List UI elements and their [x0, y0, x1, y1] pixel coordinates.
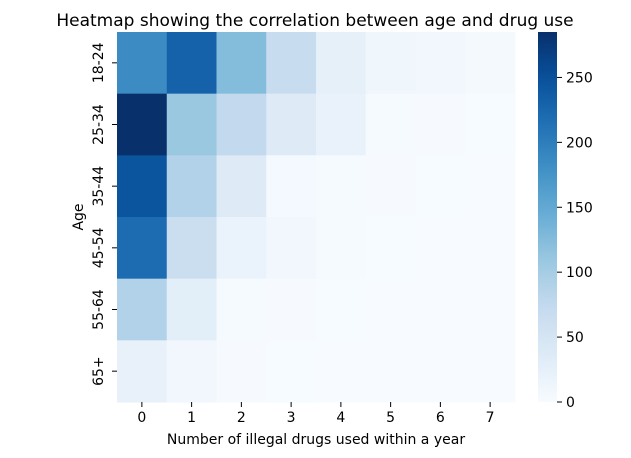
x-tick-label: 2: [237, 410, 246, 426]
colorbar-tick-label: 50: [566, 330, 584, 346]
heatmap-cell-55-64-0: [117, 278, 168, 341]
heatmap-cell-25-34-2: [216, 93, 267, 156]
heatmap-cell-18-24-1: [166, 32, 217, 95]
heatmap-cell-25-34-0: [117, 93, 168, 156]
heatmap-cell-35-44-4: [316, 155, 367, 218]
heatmap-cell-55-64-2: [216, 278, 267, 341]
heatmap-cell-25-34-7: [465, 93, 516, 156]
heatmap-cell-45-54-4: [316, 217, 367, 280]
heatmap-cell-55-64-4: [316, 278, 367, 341]
heatmap-cell-35-44-3: [266, 155, 317, 218]
heatmap-cell-45-54-0: [117, 217, 168, 280]
heatmap-cell-18-24-7: [465, 32, 516, 95]
heatmap-cell-45-54-1: [166, 217, 217, 280]
colorbar-tick-label: 150: [566, 200, 593, 216]
heatmap-cell-55-64-7: [465, 278, 516, 341]
heatmap-cell-55-64-3: [266, 278, 317, 341]
heatmap-cell-65+-3: [266, 340, 317, 403]
heatmap-cell-45-54-7: [465, 217, 516, 280]
colorbar-ticks: 0 50 100 150 200 250: [557, 70, 593, 411]
heatmap-cell-35-44-7: [465, 155, 516, 218]
y-axis-ticks: 18-24 25-34 35-44 45-54 55-64 65+: [91, 42, 117, 386]
y-tick-label: 18-24: [91, 42, 107, 83]
x-tick-label: 6: [436, 410, 445, 426]
colorbar-tick-label: 200: [566, 135, 593, 151]
x-tick-label: 4: [336, 410, 345, 426]
x-tick-label: 3: [287, 410, 296, 426]
heatmap-cell-65+-1: [166, 340, 217, 403]
x-tick-label: 5: [386, 410, 395, 426]
heatmap-cell-65+-6: [415, 340, 466, 403]
heatmap-cell-65+-2: [216, 340, 267, 403]
heatmap-cell-18-24-0: [117, 32, 168, 95]
heatmap-cell-45-54-6: [415, 217, 466, 280]
heatmap-cell-35-44-5: [365, 155, 416, 218]
x-axis-label: Number of illegal drugs used within a ye…: [167, 432, 465, 448]
x-tick-label: 0: [137, 410, 146, 426]
heatmap-cell-18-24-3: [266, 32, 317, 95]
x-tick-label: 7: [486, 410, 495, 426]
heatmap-cell-35-44-0: [117, 155, 168, 218]
y-tick-label: 55-64: [91, 289, 107, 330]
heatmap-cells: [117, 32, 516, 403]
heatmap-cell-35-44-2: [216, 155, 267, 218]
heatmap-cell-45-54-3: [266, 217, 317, 280]
heatmap-cell-55-64-5: [365, 278, 416, 341]
heatmap-cell-65+-4: [316, 340, 367, 403]
heatmap-cell-18-24-5: [365, 32, 416, 95]
heatmap-cell-45-54-2: [216, 217, 267, 280]
y-axis-label: Age: [71, 203, 87, 230]
heatmap-cell-45-54-5: [365, 217, 416, 280]
heatmap-cell-18-24-4: [316, 32, 367, 95]
colorbar: [538, 32, 557, 402]
heatmap-cell-18-24-6: [415, 32, 466, 95]
heatmap-cell-25-34-3: [266, 93, 317, 156]
y-tick-label: 45-54: [91, 227, 107, 268]
heatmap-cell-35-44-6: [415, 155, 466, 218]
colorbar-tick-label: 250: [566, 70, 593, 86]
x-axis-ticks: 0 1 2 3 4 5 6 7: [137, 402, 495, 426]
heatmap-cell-55-64-6: [415, 278, 466, 341]
heatmap-cell-65+-5: [365, 340, 416, 403]
y-tick-label: 25-34: [91, 104, 107, 145]
heatmap-cell-25-34-5: [365, 93, 416, 156]
chart-title: Heatmap showing the correlation between …: [56, 11, 573, 31]
heatmap-cell-25-34-4: [316, 93, 367, 156]
heatmap-cell-65+-0: [117, 340, 168, 403]
y-tick-label: 35-44: [91, 166, 107, 207]
colorbar-tick-label: 0: [566, 395, 575, 411]
x-tick-label: 1: [187, 410, 196, 426]
heatmap-cell-65+-7: [465, 340, 516, 403]
heatmap-cell-55-64-1: [166, 278, 217, 341]
colorbar-tick-label: 100: [566, 265, 593, 281]
heatmap-cell-25-34-6: [415, 93, 466, 156]
heatmap-cell-18-24-2: [216, 32, 267, 95]
heatmap-cell-35-44-1: [166, 155, 217, 218]
heatmap-cell-25-34-1: [166, 93, 217, 156]
y-tick-label: 65+: [91, 356, 107, 386]
